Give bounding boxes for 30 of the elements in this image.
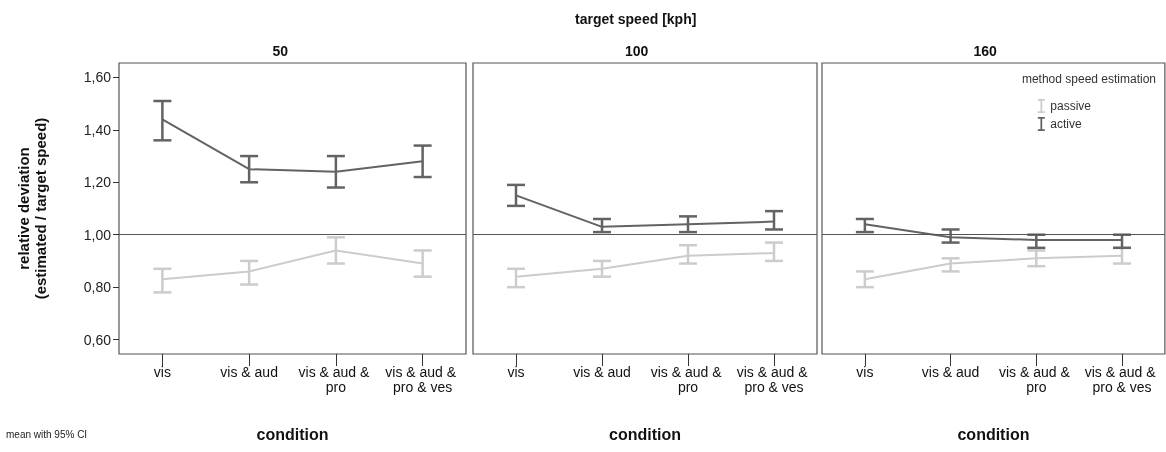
x-tick-label: vis & aud — [573, 363, 631, 380]
x-tick-label: vis — [856, 363, 874, 380]
x-tick-label: vis & aud — [220, 363, 278, 380]
x-tick-label: vis & aud & pro & ves — [385, 363, 460, 395]
chart-title: 100 — [625, 43, 649, 59]
x-tick-label: vis & aud — [921, 363, 980, 380]
x-tick-label: vis & aud & pro — [298, 363, 374, 395]
x-tick-label: vis — [507, 363, 525, 380]
chart-title: 50 — [272, 43, 289, 59]
legend-label: active — [1050, 117, 1082, 131]
x-tick-label: vis — [153, 363, 171, 380]
legend-title: method speed estimation — [1021, 72, 1157, 86]
y-axis-title: relative deviation (estimated / target speed) — [15, 117, 49, 300]
y-tick-label: 1,00 — [83, 226, 112, 243]
x-axis-title: condition — [609, 425, 681, 443]
y-tick-label: 1,60 — [83, 69, 112, 86]
text: target speed [kph] — [575, 11, 697, 27]
x-axis-title: condition — [256, 425, 329, 443]
x-tick-label: vis & aud & pro & ves — [1084, 363, 1160, 395]
x-tick-label: vis & aud & pro — [650, 363, 726, 395]
text: mean with 95% CI — [6, 428, 88, 440]
y-tick-label: 1,20 — [83, 174, 112, 191]
y-tick-label: 1,40 — [83, 121, 112, 138]
chart-title: 160 — [973, 43, 998, 59]
legend-label: passive — [1050, 99, 1092, 113]
y-tick-label: 0,60 — [83, 331, 112, 348]
x-tick-label: vis & aud & pro — [998, 363, 1074, 395]
y-tick-label: 0,80 — [83, 279, 112, 296]
x-tick-label: vis & aud & pro & ves — [736, 363, 812, 395]
x-axis-title: condition — [957, 425, 1030, 443]
